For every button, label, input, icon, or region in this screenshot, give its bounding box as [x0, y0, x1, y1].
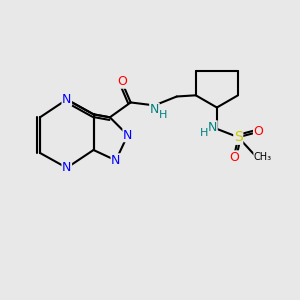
Text: O: O	[229, 151, 239, 164]
Text: CH₃: CH₃	[254, 152, 272, 162]
Text: O: O	[117, 75, 127, 88]
Text: N: N	[62, 161, 71, 174]
Text: N: N	[208, 121, 217, 134]
Text: N: N	[150, 103, 159, 116]
Text: H: H	[200, 128, 208, 138]
Text: N: N	[111, 154, 121, 167]
Text: N: N	[62, 93, 71, 106]
Text: O: O	[254, 125, 263, 138]
Text: S: S	[234, 130, 243, 144]
Text: H: H	[159, 110, 167, 120]
Text: N: N	[123, 129, 132, 142]
